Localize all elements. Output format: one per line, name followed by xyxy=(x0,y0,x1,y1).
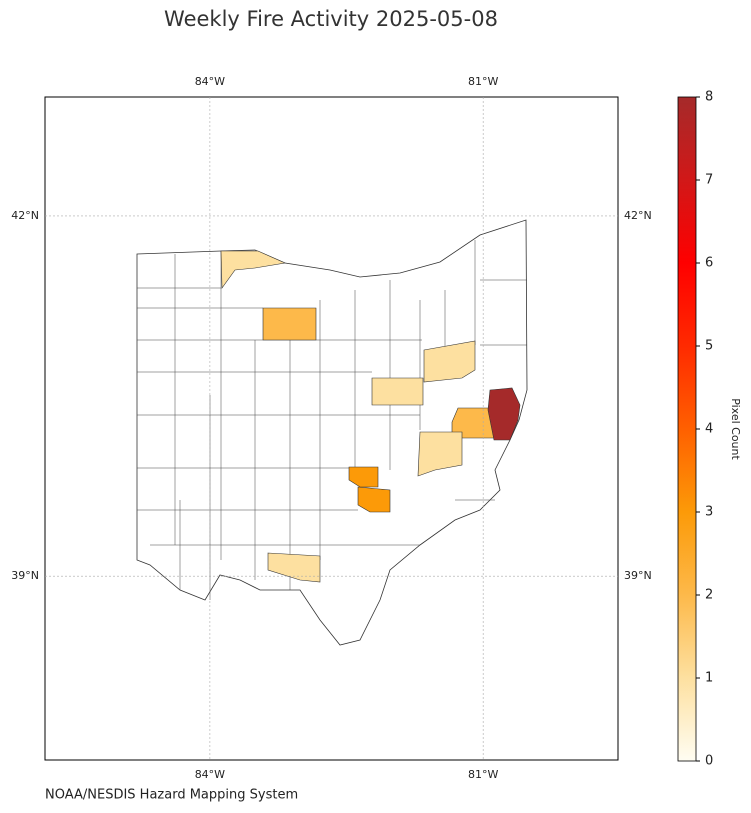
colorbar-tick-label: 5 xyxy=(705,339,713,354)
colorbar-tick-label: 8 xyxy=(705,90,713,105)
fire-county xyxy=(262,307,317,341)
colorbar-tick-label: 4 xyxy=(705,422,713,437)
source-note: NOAA/NESDIS Hazard Mapping System xyxy=(45,788,298,803)
x-tick-label: 84°W xyxy=(195,768,225,781)
x-tick-label: 84°W xyxy=(195,75,225,88)
colorbar-label: Pixel Count xyxy=(729,398,742,460)
colorbar-tick-label: 1 xyxy=(705,671,713,686)
y-tick-label: 39°N xyxy=(624,569,652,582)
fire-county xyxy=(423,340,476,383)
colorbar-tick-label: 7 xyxy=(705,173,713,188)
map-title: Weekly Fire Activity 2025-05-08 xyxy=(164,7,498,31)
state-outline xyxy=(136,219,528,646)
y-tick-label: 42°N xyxy=(11,209,39,222)
fire-county xyxy=(417,431,463,477)
colorbar-tick-label: 3 xyxy=(705,505,713,520)
colorbar xyxy=(677,96,697,762)
y-tick-label: 42°N xyxy=(624,209,652,222)
colorbar-tick-label: 0 xyxy=(705,754,713,769)
x-tick-label: 81°W xyxy=(468,768,498,781)
fire-county xyxy=(220,250,287,289)
colorbar-tick-label: 2 xyxy=(705,588,713,603)
colorbar-tick-label: 6 xyxy=(705,256,713,271)
fire-county xyxy=(267,552,321,583)
x-tick-label: 81°W xyxy=(468,75,498,88)
fire-county xyxy=(357,486,391,513)
fire-county xyxy=(451,407,496,439)
fire-county xyxy=(487,387,521,441)
fire-county xyxy=(371,377,424,406)
fire-county xyxy=(348,466,379,488)
y-tick-label: 39°N xyxy=(11,569,39,582)
